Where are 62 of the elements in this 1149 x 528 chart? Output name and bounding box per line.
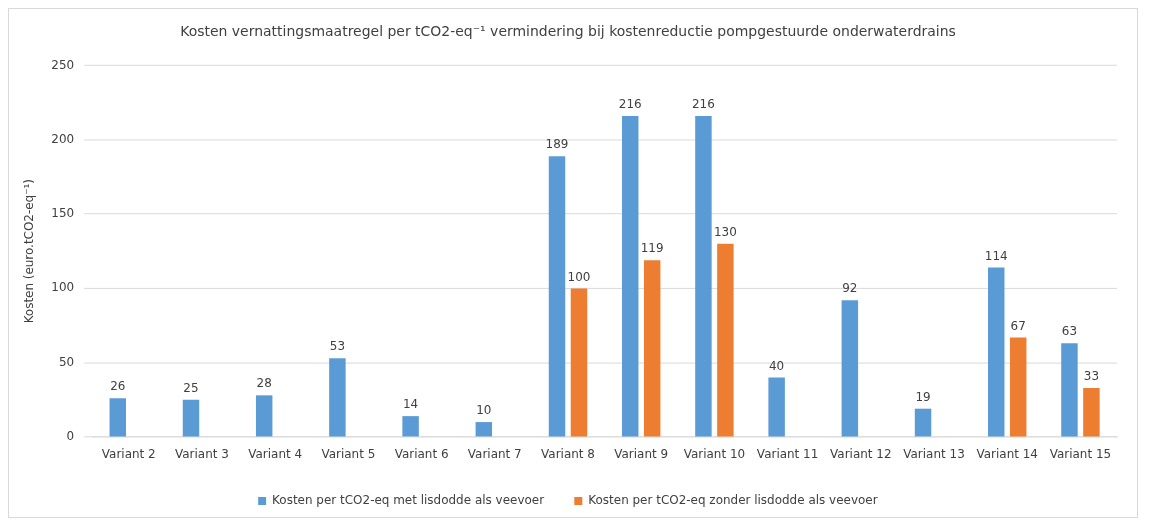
data-label: 119 [640,241,664,256]
data-label: 100 [567,269,591,284]
y-tick-label: 250 [51,57,75,72]
y-tick-label: 0 [66,429,75,444]
x-tick-label: Variant 3 [175,447,229,462]
data-label: 19 [915,389,931,404]
bar [1009,337,1027,437]
x-tick-label: Variant 11 [756,447,819,462]
bar [570,288,588,437]
bar [643,260,661,437]
data-label: 67 [1010,318,1026,333]
x-tick-label: Variant 7 [467,447,522,462]
data-label: 26 [110,379,126,394]
chart-title: Kosten vernattingsmaatregel per tCO2-eq⁻¹ vermindering bij kostenreductie pompgestuurde onderwaterdrains [180,22,956,39]
bar [717,243,734,437]
bar [255,395,273,437]
bar [768,377,785,437]
bar [695,116,712,437]
bar [548,156,566,437]
data-label: 130 [713,224,737,239]
y-tick-label: 150 [51,206,75,221]
y-tick-label: 200 [51,131,75,146]
y-tick-label: 50 [58,354,75,369]
x-tick-label: Variant 13 [903,447,965,462]
bar [475,422,493,437]
data-label: 216 [692,97,715,112]
data-label: 114 [984,248,1008,263]
bar [1061,343,1078,437]
data-label: 10 [476,403,492,418]
x-tick-label: Variant 14 [976,447,1038,462]
x-tick-label: Variant 4 [248,447,303,462]
data-label: 28 [256,376,272,391]
data-label: 53 [329,339,346,354]
data-label: 33 [1083,369,1100,384]
x-tick-label: Variant 12 [830,447,892,462]
data-label: 189 [545,137,569,152]
legend-label: Kosten per tCO2-eq zonder lisdodde als veevoer [588,493,878,508]
x-tick-label: Variant 15 [1049,447,1112,462]
legend-label: Kosten per tCO2-eq met lisdodde als veevoer [272,493,545,508]
data-label: 25 [183,380,199,395]
x-tick-label: Variant 10 [683,447,746,462]
data-label: 40 [769,358,785,373]
bar [621,116,639,437]
y-axis-title: Kosten (euro.tCO2-eq⁻¹) [22,179,37,324]
bar [1083,387,1100,437]
data-label: 14 [402,397,419,412]
x-tick-label: Variant 6 [394,447,449,462]
bar [402,416,419,437]
x-tick-label: Variant 9 [614,447,669,462]
bar [841,300,859,437]
bar [329,358,346,437]
x-tick-label: Variant 8 [541,447,595,462]
bar [109,398,127,437]
x-tick-label: Variant 2 [101,447,156,462]
x-tick-label: Variant 5 [321,447,376,462]
data-label: 63 [1061,324,1078,339]
bar [182,399,200,437]
bar [914,408,932,437]
data-label: 216 [618,97,642,112]
data-label: 92 [842,281,858,296]
y-tick-label: 100 [51,280,75,295]
bar [988,267,1005,437]
